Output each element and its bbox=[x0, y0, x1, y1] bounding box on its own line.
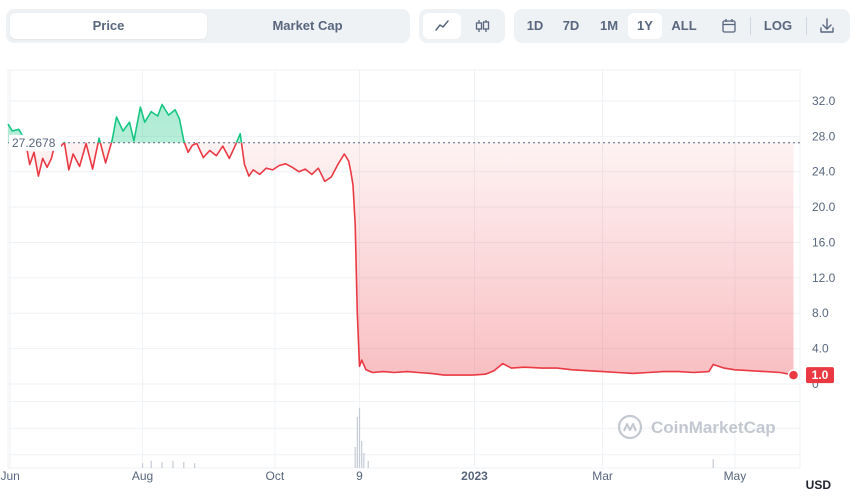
current-price-dot bbox=[787, 369, 800, 381]
volume-bar bbox=[356, 417, 358, 468]
area-below-reference bbox=[25, 142, 794, 376]
range-1m-button[interactable]: 1M bbox=[599, 18, 619, 33]
plot-area bbox=[7, 69, 801, 469]
volume-bar bbox=[367, 460, 369, 468]
volume-bar bbox=[161, 462, 163, 468]
x-tick-label: Aug bbox=[132, 469, 153, 483]
range-7d-button[interactable]: 7D bbox=[562, 18, 580, 33]
y-tick-label: 4.0 bbox=[812, 342, 829, 356]
x-axis: Jun Aug Oct 9 2023 Mar May bbox=[0, 469, 746, 483]
download-icon[interactable] bbox=[812, 13, 842, 39]
volume-bar bbox=[712, 459, 714, 468]
range-1d-button[interactable]: 1D bbox=[526, 18, 544, 33]
x-tick-label: 9 bbox=[356, 469, 363, 483]
volume-bar bbox=[150, 460, 152, 468]
tab-market-cap[interactable]: Market Cap bbox=[272, 18, 343, 33]
y-tick-label: 20.0 bbox=[812, 200, 836, 214]
coinmarketcap-logo-icon bbox=[617, 414, 643, 440]
y-tick-label: 32.0 bbox=[812, 94, 836, 108]
x-tick-label: May bbox=[724, 469, 747, 483]
reference-label-bg bbox=[9, 134, 61, 151]
x-tick-label: Mar bbox=[592, 469, 613, 483]
current-price-label: 1.0 bbox=[812, 368, 829, 382]
area-above-reference bbox=[8, 104, 794, 143]
volume-bars bbox=[141, 408, 714, 468]
volume-bar bbox=[194, 463, 196, 468]
currency-label: USD bbox=[806, 478, 832, 492]
price-line-down bbox=[24, 142, 794, 376]
volume-bar bbox=[363, 453, 365, 468]
range-1y-button[interactable]: 1Y bbox=[628, 13, 662, 39]
y-tick-label: 24.0 bbox=[812, 165, 836, 179]
y-tick-label: 28.0 bbox=[812, 129, 836, 143]
coinmarketcap-watermark: CoinMarketCap bbox=[617, 414, 776, 440]
y-axis: 32.0 28.0 24.0 20.0 16.0 12.0 8.0 4.0 0 bbox=[812, 94, 836, 391]
toolbar-divider bbox=[806, 17, 807, 35]
y-tick-label: 0 bbox=[812, 377, 819, 391]
volume-bar bbox=[358, 408, 361, 468]
y-tick-label: 12.0 bbox=[812, 271, 836, 285]
current-price-tag bbox=[806, 367, 834, 384]
watermark-text: CoinMarketCap bbox=[651, 418, 776, 437]
time-range-selector: 1D 7D 1M 1Y ALL LOG bbox=[514, 9, 850, 43]
metric-tabs: Price Market Cap bbox=[6, 9, 410, 43]
x-tick-label: Oct bbox=[266, 469, 285, 483]
x-tick-label: 2023 bbox=[461, 469, 488, 483]
y-tick-label: 16.0 bbox=[812, 235, 836, 249]
tab-price[interactable]: Price bbox=[10, 13, 207, 39]
volume-bar bbox=[183, 462, 185, 468]
volume-bar bbox=[354, 447, 356, 468]
price-chart[interactable]: 27.2678 32.028.024.020.016.012.08.04.00 … bbox=[0, 52, 856, 496]
toolbar-divider bbox=[750, 17, 751, 35]
chart-type-toggle bbox=[419, 9, 505, 43]
calendar-icon[interactable] bbox=[714, 13, 744, 39]
volume-bar bbox=[361, 441, 363, 468]
log-scale-button[interactable]: LOG bbox=[763, 18, 793, 33]
range-all-button[interactable]: ALL bbox=[671, 18, 697, 33]
y-tick-label: 8.0 bbox=[812, 306, 829, 320]
candlestick-icon[interactable] bbox=[463, 13, 501, 39]
x-tick-label: Jun bbox=[0, 469, 19, 483]
line-chart-icon[interactable] bbox=[423, 13, 461, 39]
chart-toolbar: Price Market Cap 1D 7D 1M 1Y ALL bbox=[0, 0, 856, 52]
reference-price-label: 27.2678 bbox=[12, 136, 56, 150]
volume-bar bbox=[141, 463, 144, 468]
volume-bar bbox=[172, 460, 174, 468]
